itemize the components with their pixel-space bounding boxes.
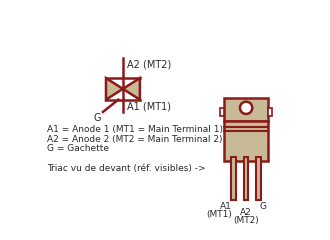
Bar	[256, 157, 261, 200]
Text: (MT1): (MT1)	[206, 210, 232, 219]
Text: G: G	[260, 202, 267, 211]
Polygon shape	[123, 78, 140, 100]
Text: Triac vu de devant (réf. visibles) ->: Triac vu de devant (réf. visibles) ->	[47, 163, 205, 173]
Bar	[224, 98, 269, 121]
Text: A2: A2	[240, 208, 252, 217]
Text: G = Gachette: G = Gachette	[47, 144, 109, 153]
Bar	[224, 121, 269, 161]
Text: A1 (MT1): A1 (MT1)	[127, 101, 171, 111]
Text: G: G	[93, 113, 101, 123]
Text: A2 = Anode 2 (MT2 = Main Terminal 2): A2 = Anode 2 (MT2 = Main Terminal 2)	[47, 135, 222, 144]
Text: (MT2): (MT2)	[233, 216, 259, 225]
Polygon shape	[106, 78, 123, 100]
Text: A1: A1	[220, 202, 232, 211]
Bar	[220, 108, 224, 116]
Text: A2 (MT2): A2 (MT2)	[127, 60, 171, 70]
Bar	[269, 108, 272, 116]
Bar	[232, 157, 236, 200]
Circle shape	[240, 102, 252, 114]
Text: A1 = Anode 1 (MT1 = Main Terminal 1): A1 = Anode 1 (MT1 = Main Terminal 1)	[47, 125, 223, 134]
Bar	[244, 157, 248, 200]
